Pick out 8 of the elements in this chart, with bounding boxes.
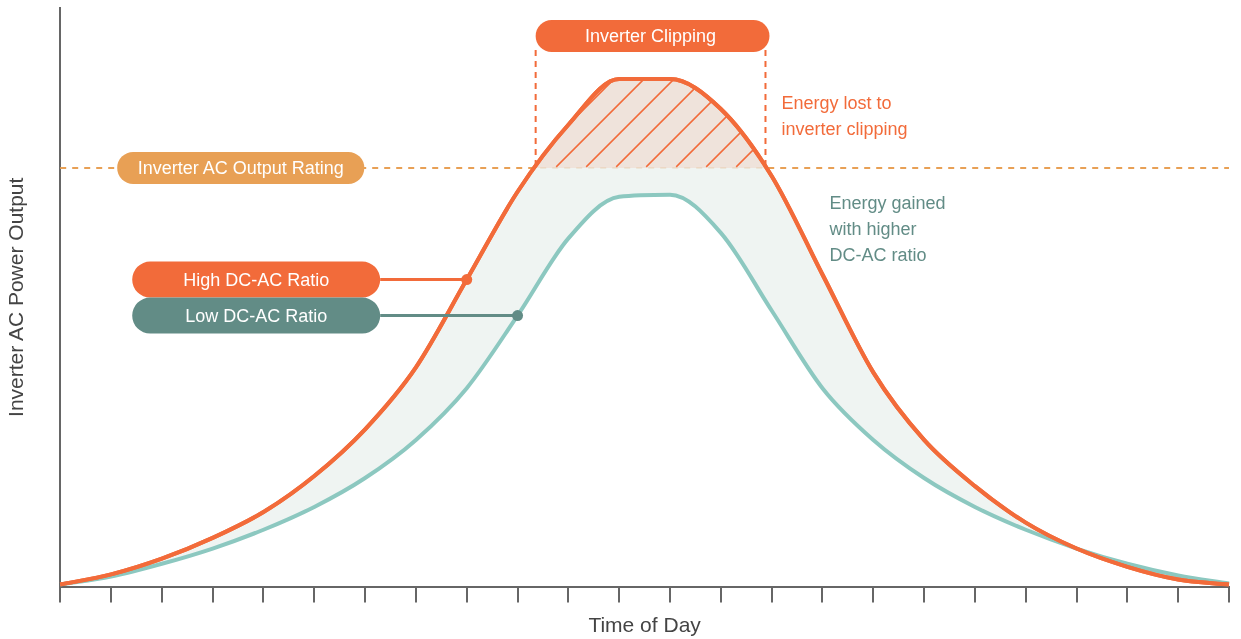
annotation: Energy lost to inverter clipping [781,92,908,139]
text: High DC-AC Ratio [183,269,330,290]
y-axis-title: Inverter AC Power Output [4,177,28,417]
x-axis-title: Time of Day [588,613,702,637]
text: Inverter Clipping [585,25,717,46]
ref-line-label: Inverter AC Output Rating [137,157,344,178]
text: Low DC-AC Ratio [185,305,328,326]
annotation: Energy gained with higher DC-AC ratio [828,192,946,265]
